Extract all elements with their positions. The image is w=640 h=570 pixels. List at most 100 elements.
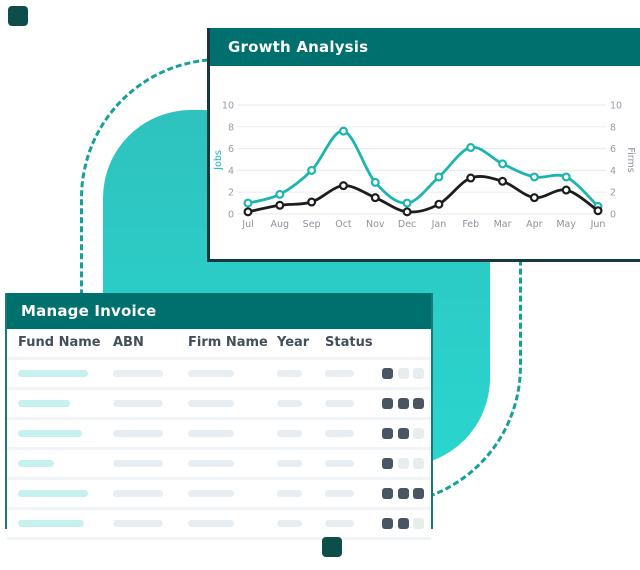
y-axis-label-jobs: Jobs [213, 150, 224, 171]
cell-skeleton [188, 520, 234, 527]
jobs-data-point [243, 198, 253, 208]
x-axis-tick: Jan [431, 219, 447, 230]
cell-skeleton [113, 370, 163, 377]
firms-data-point [402, 207, 412, 217]
row-action-button[interactable] [382, 488, 393, 499]
x-axis-tick: Aug [271, 219, 290, 230]
cell-skeleton [113, 490, 163, 497]
row-action-button[interactable] [382, 458, 393, 469]
firms-data-point [593, 206, 603, 216]
x-axis-tick: Jul [241, 219, 253, 230]
cell-skeleton [277, 370, 302, 377]
invoice-table-row [7, 420, 431, 450]
jobs-data-point [434, 172, 444, 182]
fund-name-skeleton [18, 370, 88, 377]
y-axis-tick-right: 6 [610, 144, 616, 155]
fund-name-skeleton [18, 400, 70, 407]
row-action-button[interactable] [397, 518, 409, 529]
y-axis-tick-left: 8 [228, 122, 234, 133]
cell-skeleton [113, 460, 163, 467]
jobs-data-point [466, 143, 476, 153]
y-axis-tick-left: 6 [228, 144, 234, 155]
decor-square-top-left-icon [8, 6, 28, 26]
cell-skeleton [277, 400, 302, 407]
x-axis-tick: Oct [335, 219, 352, 230]
x-axis-tick: May [556, 219, 576, 230]
invoice-table-body [7, 360, 431, 540]
firms-data-point [498, 176, 508, 186]
manage-invoice-card: Manage Invoice Fund Name ABN Firm Name Year… [5, 293, 433, 540]
firms-data-point [275, 200, 285, 210]
fund-name-skeleton [18, 460, 54, 467]
row-action-button [413, 428, 424, 439]
cell-skeleton [188, 400, 234, 407]
row-action-button[interactable] [413, 488, 424, 499]
invoice-table-row [7, 480, 431, 510]
x-axis-tick: Dec [398, 219, 416, 230]
jobs-data-point [370, 177, 380, 187]
row-action-button [397, 368, 409, 379]
jobs-data-point [529, 172, 539, 182]
fund-name-skeleton [18, 430, 82, 437]
y-axis-tick-right: 2 [610, 188, 616, 199]
row-action-button [413, 458, 424, 469]
fund-name-skeleton [18, 520, 84, 527]
column-header-status: Status [325, 335, 373, 350]
column-header-fund-name: Fund Name [18, 335, 101, 350]
invoice-table-row [7, 390, 431, 420]
column-header-firm-name: Firm Name [188, 335, 268, 350]
row-action-button[interactable] [382, 518, 393, 529]
invoice-table-row [7, 360, 431, 390]
row-action-button[interactable] [397, 488, 409, 499]
column-header-abn: ABN [113, 335, 144, 350]
firms-data-point [307, 197, 317, 207]
y-axis-tick-left: 2 [228, 188, 234, 199]
growth-chart-svg: 0 0 2 2 4 4 6 6 8 8 10 10 Jul Aug Sep Oct Nov Dec Jan Feb Ma… [213, 101, 636, 231]
cell-skeleton [325, 460, 354, 467]
row-action-button[interactable] [382, 428, 393, 439]
cell-skeleton [325, 400, 354, 407]
cell-skeleton [277, 430, 302, 437]
x-axis-tick: Apr [526, 219, 543, 230]
row-action-button[interactable] [382, 368, 393, 379]
y-axis-tick-left: 10 [222, 101, 234, 112]
jobs-data-point [561, 172, 571, 182]
row-action-button[interactable] [382, 398, 393, 409]
cell-skeleton [188, 490, 234, 497]
growth-chart: 0 0 2 2 4 4 6 6 8 8 10 10 Jul Aug Sep Oct Nov Dec Jan Feb Ma… [210, 66, 640, 259]
y-axis-tick-right: 4 [610, 166, 616, 177]
x-axis-tick: Feb [462, 219, 479, 230]
y-axis-tick-right: 0 [610, 210, 616, 221]
cell-skeleton [277, 460, 302, 467]
cell-skeleton [113, 430, 163, 437]
column-header-year: Year [277, 335, 310, 350]
row-action-button [413, 518, 424, 529]
row-action-button [397, 458, 409, 469]
x-axis-tick: Sep [303, 219, 321, 230]
growth-card-header: Growth Analysis [210, 28, 640, 66]
y-axis-tick-left: 0 [228, 210, 234, 221]
firms-data-point [434, 199, 444, 209]
invoice-card-title: Manage Invoice [21, 302, 157, 320]
decor-square-bottom-icon [322, 537, 342, 557]
row-action-button [413, 368, 424, 379]
row-action-button[interactable] [397, 398, 409, 409]
firms-data-point [338, 181, 348, 191]
jobs-data-point [498, 159, 508, 169]
cell-skeleton [113, 400, 163, 407]
x-axis-tick: Nov [366, 219, 385, 230]
row-action-button[interactable] [397, 428, 409, 439]
growth-card-title: Growth Analysis [228, 38, 369, 56]
jobs-data-point [338, 126, 348, 136]
firms-data-point [243, 207, 253, 217]
cell-skeleton [277, 490, 302, 497]
invoice-table-row [7, 450, 431, 480]
invoice-table-row [7, 510, 431, 540]
fund-name-skeleton [18, 490, 88, 497]
firms-data-point [466, 173, 476, 183]
row-action-button[interactable] [413, 398, 424, 409]
cell-skeleton [325, 430, 354, 437]
invoice-table-header-row: Fund Name ABN Firm Name Year Status [7, 329, 431, 360]
jobs-data-point [275, 189, 285, 199]
